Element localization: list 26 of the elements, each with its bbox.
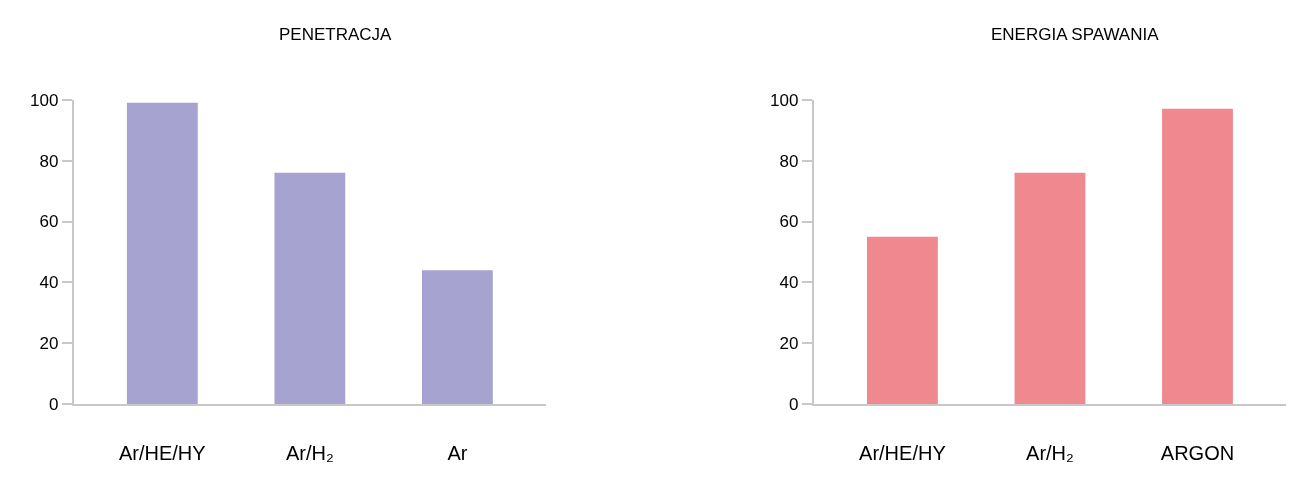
bar [866, 236, 938, 405]
x-tick-label: Ar/HE/HY [118, 442, 206, 465]
bar [274, 172, 346, 405]
bar [1014, 172, 1086, 405]
y-tick-label: 100 [770, 90, 799, 110]
bar [1162, 108, 1233, 405]
y-tick-label: 60 [39, 212, 59, 232]
bar [126, 102, 198, 405]
x-tick-label: Ar/H₂ [285, 442, 334, 465]
x-tick-label: Ar [447, 442, 468, 465]
y-tick-label: 20 [779, 334, 799, 354]
y-tick-label: 40 [779, 273, 799, 293]
x-tick-label: ARGON [1160, 442, 1235, 465]
y-tick-label: 40 [39, 273, 59, 293]
y-tick-label: 80 [39, 151, 59, 171]
bar [421, 270, 493, 405]
y-tick-label: 60 [779, 212, 799, 232]
y-tick-label: 0 [789, 395, 799, 415]
x-tick-label: Ar/HE/HY [859, 442, 946, 465]
chart-title: ENERGIA SPAWANIA [991, 25, 1160, 44]
y-tick-label: 0 [48, 395, 59, 415]
y-tick-label: 100 [30, 90, 59, 110]
chart-title: PENETRACJA [279, 25, 393, 44]
y-tick-label: 80 [779, 151, 799, 171]
y-tick-label: 20 [39, 334, 59, 354]
x-tick-label: Ar/H₂ [1026, 442, 1074, 465]
